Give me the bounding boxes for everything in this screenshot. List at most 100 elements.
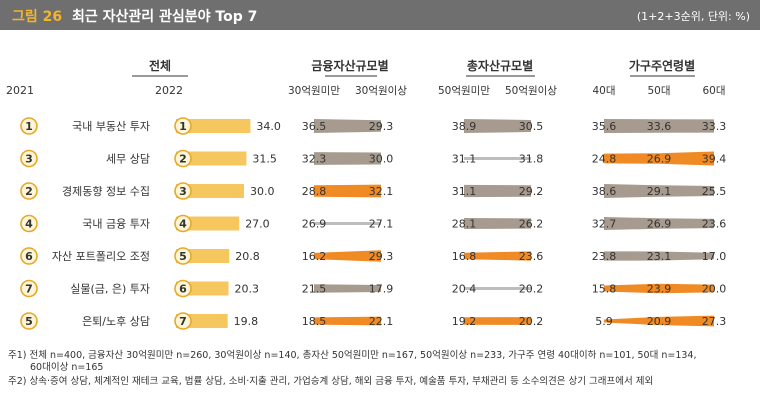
- rank-2022-5: 6: [179, 283, 187, 296]
- slope-band-1-2: [464, 184, 531, 198]
- category-label-0: 국내 부동산 투자: [72, 120, 150, 133]
- group-0-value-6-0: 18.5: [302, 315, 327, 328]
- slope-band-2-6: [604, 315, 714, 327]
- group-2-value-6-2: 27.3: [702, 315, 727, 328]
- group-2-sub-header-0: 40대: [592, 85, 615, 97]
- group-2-value-0-1: 33.6: [647, 120, 672, 133]
- total-value-0: 34.0: [256, 120, 281, 133]
- category-label-4: 자산 포트폴리오 조정: [52, 250, 150, 263]
- group-2-value-3-0: 32.7: [592, 218, 617, 231]
- group-2-value-0-0: 35.6: [592, 120, 617, 133]
- slope-band-0-4: [314, 250, 381, 262]
- group-1-value-2-1: 29.2: [519, 185, 544, 198]
- group-2-value-4-1: 23.1: [647, 250, 672, 263]
- footnote-1: 주1) 전체 n=400, 금융자산 30억원미만 n=260, 30억원이상 …: [8, 350, 696, 374]
- total-header: 전체: [149, 58, 171, 73]
- group-0-value-5-1: 17.9: [369, 283, 394, 296]
- asset-interest-chart: 전체 2021 2022 금융자산규모별 30억원미만 30억원이상 총자산규모별 50억원미…: [6, 58, 727, 330]
- group-2-value-5-2: 20.0: [702, 283, 727, 296]
- total-value-2: 30.0: [250, 185, 275, 198]
- group-2-sub-header-1: 50대: [647, 85, 670, 97]
- rank-2022-0: 1: [179, 120, 187, 133]
- total-value-4: 20.8: [235, 250, 260, 263]
- rank-2021-5: 7: [25, 283, 33, 296]
- slope-band-2-0: [604, 119, 714, 133]
- group-0-value-2-1: 32.1: [369, 185, 394, 198]
- total-bar-0: [176, 119, 251, 133]
- group-1-value-5-1: 20.2: [519, 283, 544, 296]
- rank-2022-6: 7: [179, 315, 187, 328]
- group-1-value-6-0: 19.2: [452, 315, 477, 328]
- group-1-value-0-1: 30.5: [519, 120, 544, 133]
- rank-2022-badge-3: [174, 214, 192, 233]
- group-2-value-3-1: 26.9: [647, 218, 672, 231]
- group-1-value-5-0: 20.4: [452, 283, 477, 296]
- group-header-2: 가구주연령별: [629, 58, 695, 73]
- total-value-3: 27.0: [245, 218, 270, 231]
- year-2022-header: 2022: [155, 84, 183, 97]
- rank-2021-1: 3: [25, 153, 33, 166]
- category-label-6: 은퇴/노후 상담: [82, 315, 150, 328]
- group-0-value-1-1: 30.0: [369, 153, 394, 166]
- group-2-sub-header-2: 60대: [702, 85, 725, 97]
- figure-header: 그림 26 최근 자산관리 관심분야 Top 7 (1+2+3순위, 단위: %…: [0, 0, 760, 30]
- rank-2022-badge-6: [174, 312, 192, 330]
- slope-band-0-0: [314, 119, 381, 133]
- group-2-value-1-1: 26.9: [647, 153, 672, 166]
- group-1-value-6-1: 20.2: [519, 315, 544, 328]
- rank-2021-2: 2: [25, 185, 33, 198]
- group-2-value-2-1: 29.1: [647, 185, 672, 198]
- rank-2022-badge-5: [174, 279, 192, 298]
- rank-2021-badge-6: [20, 312, 38, 330]
- group-1-value-1-0: 31.1: [452, 153, 477, 166]
- rank-2021-badge-5: [20, 279, 38, 298]
- rank-2021-0: 1: [25, 120, 33, 133]
- rank-2022-badge-2: [174, 182, 192, 200]
- group-0-value-6-1: 22.1: [369, 315, 394, 328]
- group-2-value-0-2: 33.3: [702, 120, 727, 133]
- group-1-value-2-0: 31.1: [452, 185, 477, 198]
- slope-band-2-5: [604, 283, 714, 294]
- rank-2021-4: 6: [25, 250, 33, 263]
- group-header-0: 금융자산규모별: [311, 58, 388, 73]
- total-value-1: 31.5: [252, 153, 277, 166]
- category-label-5: 실물(금, 은) 투자: [70, 283, 150, 296]
- category-label-3: 국내 금융 투자: [82, 218, 150, 231]
- group-0-value-0-0: 36.5: [302, 120, 327, 133]
- total-bar-2: [176, 184, 244, 198]
- footnote-1-line-1: 주1) 전체 n=400, 금융자산 30억원미만 n=260, 30억원이상 …: [8, 350, 697, 361]
- rank-2022-badge-1: [174, 149, 192, 168]
- group-1-value-1-1: 31.8: [519, 153, 544, 166]
- group-0-value-5-0: 21.5: [302, 283, 327, 296]
- rank-2022-4: 5: [179, 250, 187, 263]
- group-2-value-6-1: 20.9: [647, 315, 672, 328]
- group-2-value-5-1: 23.9: [647, 283, 672, 296]
- group-0-value-0-1: 29.3: [369, 120, 394, 133]
- rank-2021-6: 5: [25, 315, 33, 328]
- group-0-sub-header-1: 30억원이상: [355, 85, 407, 97]
- group-2-value-1-2: 39.4: [702, 153, 727, 166]
- slope-band-2-2: [604, 184, 714, 198]
- footnote-1-line-2: 60대이상 n=165: [30, 362, 104, 373]
- figure-number: 그림 26: [12, 9, 63, 25]
- slope-band-0-6: [314, 316, 381, 326]
- group-0-value-4-0: 16.2: [302, 250, 327, 263]
- total-bar-3: [176, 216, 240, 231]
- slope-band-2-3: [604, 216, 714, 231]
- group-1-sub-header-0: 50억원미만: [438, 85, 490, 97]
- group-1-value-3-0: 28.1: [452, 218, 477, 231]
- group-0-value-3-1: 27.1: [369, 218, 394, 231]
- slope-band-2-1: [604, 151, 714, 166]
- group-2-value-1-0: 24.8: [592, 153, 617, 166]
- slope-band-0-5: [314, 284, 381, 293]
- total-value-5: 20.3: [234, 283, 258, 296]
- group-header-1: 총자산규모별: [467, 58, 533, 73]
- group-1-value-3-1: 26.2: [519, 218, 544, 231]
- group-0-value-3-0: 26.9: [302, 218, 327, 231]
- slope-band-1-0: [464, 119, 531, 133]
- footnote-2: 주2) 상속·증여 상담, 체계적인 재테크 교육, 법률 상담, 소비·지출 …: [8, 376, 654, 387]
- rank-2022-badge-4: [174, 247, 192, 265]
- total-value-6: 19.8: [234, 315, 259, 328]
- figure-title: 최근 자산관리 관심분야 Top 7: [72, 9, 258, 25]
- rank-2021-badge-0: [20, 117, 38, 135]
